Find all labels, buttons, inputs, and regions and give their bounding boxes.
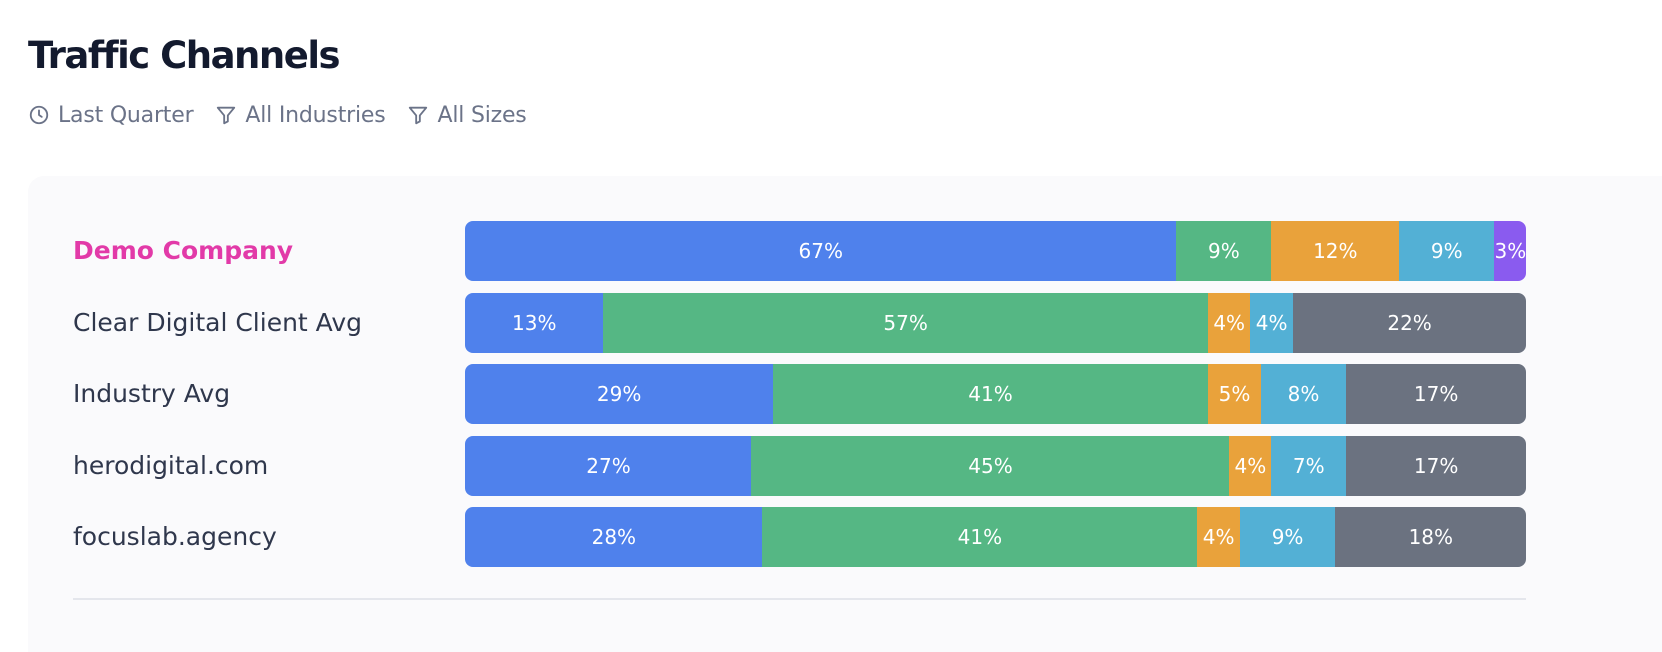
bar-segment-label: 41% [968,382,1013,407]
bar-segment-label: 4% [1213,310,1246,335]
bar-segment-label: 22% [1387,310,1432,335]
clock-icon [29,105,49,125]
chart-card: Demo Company 67% 9% 12% 9% 3% Clear Digital Cl… [28,176,1662,652]
bar-segment[interactable]: 9% [1398,221,1495,281]
bar-segment-label: 29% [596,382,642,407]
filter-all-sizes[interactable]: All Sizes [407,102,527,128]
bar-segment[interactable]: 29% [465,364,774,425]
bar-segment[interactable]: 4% [1207,292,1251,353]
bar-segment[interactable]: 18% [1335,507,1526,568]
bar-segment-label: 8% [1287,382,1320,407]
bar-segment-label: 3% [1494,239,1527,263]
filter-label: Last Quarter [58,102,194,128]
chart-row: Clear Digital Client Avg 13% 57% 4% 4% 22% [28,292,1662,353]
stacked-bar: 27% 45% 4% 7% 17% [465,435,1526,496]
bar-segment-label: 57% [883,310,928,335]
bar-segment[interactable]: 12% [1271,221,1400,281]
bar-segment[interactable]: 27% [465,435,753,496]
chart-row: focuslab.agency 28% 41% 4% 9% 18% [28,507,1662,568]
filter-all-industries[interactable]: All Industries [215,102,386,128]
stacked-bar: 67% 9% 12% 9% 3% [465,221,1526,281]
bar-segment[interactable]: 28% [465,507,763,568]
bar-segment-label: 4% [1255,310,1288,335]
bar-segment[interactable]: 4% [1228,435,1272,496]
bar-segment-label: 5% [1218,382,1251,407]
filter-bar: Last Quarter All Industries All Sizes [28,100,549,130]
bar-segment[interactable]: 5% [1207,364,1262,425]
bar-segment[interactable]: 17% [1345,364,1526,425]
row-label: Industry Avg [73,379,231,409]
bar-segment-label: 18% [1408,525,1454,550]
bar-segment-label: 7% [1292,453,1325,478]
divider [73,598,1526,600]
filter-last-quarter[interactable]: Last Quarter [28,102,194,128]
row-label: Clear Digital Client Avg [73,307,362,337]
bar-segment-label: 45% [968,453,1013,478]
page-title: Traffic Channels [28,34,341,77]
bar-segment-label: 4% [1234,453,1267,478]
bar-segment[interactable]: 13% [465,292,604,353]
chart-row: Industry Avg 29% 41% 5% 8% 17% [28,364,1662,425]
bar-segment-label: 13% [512,310,557,335]
row-label: herodigital.com [73,450,269,480]
bar-segment-label: 17% [1413,453,1459,478]
bar-segment[interactable]: 8% [1260,364,1347,425]
bar-segment-label: 9% [1271,525,1304,550]
chart-row: Demo Company 67% 9% 12% 9% 3% [28,221,1662,281]
bar-segment[interactable]: 3% [1494,221,1526,281]
bar-segment-label: 17% [1413,382,1459,407]
stacked-bar: 28% 41% 4% 9% 18% [465,507,1526,568]
row-label: focuslab.agency [73,522,277,552]
bar-segment-label: 12% [1313,239,1358,263]
filter-icon [217,106,236,125]
bar-segment-label: 27% [586,453,631,478]
bar-segment[interactable]: 22% [1292,292,1526,353]
stacked-bar: 29% 41% 5% 8% 17% [465,364,1526,425]
chart-row: herodigital.com 27% 45% 4% 7% 17% [28,435,1662,496]
filter-label: All Industries [245,102,386,128]
bar-segment[interactable]: 41% [762,507,1198,568]
bar-segment-label: 41% [957,525,1003,550]
bar-segment[interactable]: 4% [1250,292,1294,353]
bar-segment[interactable]: 9% [1239,507,1336,568]
bar-segment[interactable]: 4% [1197,507,1241,568]
bar-segment-label: 4% [1202,525,1235,550]
bar-segment[interactable]: 67% [465,221,1177,281]
filter-icon [409,106,428,125]
bar-segment[interactable]: 45% [751,435,1230,496]
bar-segment-label: 9% [1430,239,1463,263]
bar-segment-label: 28% [591,525,637,550]
filter-label: All Sizes [437,102,527,128]
bar-segment[interactable]: 41% [772,364,1209,425]
bar-segment[interactable]: 7% [1271,435,1347,496]
bar-segment-label: 67% [798,239,843,263]
bar-segment[interactable]: 9% [1175,221,1272,281]
bar-segment-label: 9% [1208,239,1240,263]
bar-segment[interactable]: 17% [1345,435,1526,496]
row-label: Demo Company [73,236,294,265]
stacked-bar: 13% 57% 4% 4% 22% [465,292,1526,353]
bar-segment[interactable]: 57% [602,292,1209,353]
